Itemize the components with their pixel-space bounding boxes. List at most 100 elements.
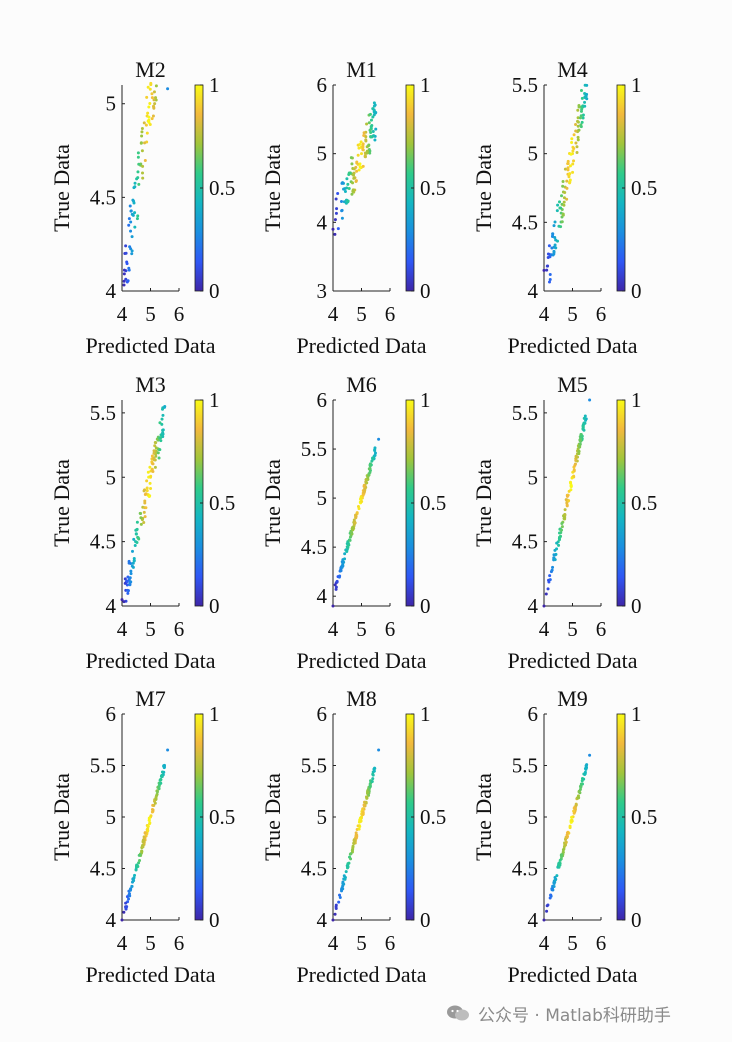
data-point xyxy=(340,209,344,213)
data-point xyxy=(141,838,145,842)
data-point xyxy=(355,169,359,173)
data-point xyxy=(573,463,577,467)
data-point xyxy=(583,96,587,100)
colorbar-tick-label: 0.5 xyxy=(209,176,235,200)
data-point xyxy=(557,224,561,228)
data-point xyxy=(579,125,583,129)
data-point xyxy=(372,104,376,108)
data-point xyxy=(561,184,565,188)
data-point xyxy=(572,133,576,137)
data-point xyxy=(350,192,354,196)
data-point xyxy=(133,181,137,185)
data-point xyxy=(560,853,564,857)
y-axis-label: True Data xyxy=(49,773,74,861)
data-point xyxy=(365,151,369,155)
data-point xyxy=(139,141,143,145)
data-point xyxy=(576,124,580,128)
y-axis-label: True Data xyxy=(49,144,74,232)
data-point xyxy=(122,283,126,287)
watermark-text: 公众号 · Matlab科研助手 xyxy=(478,1005,671,1026)
data-point xyxy=(367,121,371,125)
data-point xyxy=(557,543,561,547)
data-point xyxy=(129,572,133,576)
data-point xyxy=(354,831,358,835)
colorbar-tick-label: 0.5 xyxy=(420,176,446,200)
x-tick-label: 4 xyxy=(328,302,339,326)
data-point xyxy=(346,545,350,549)
data-point xyxy=(362,133,366,137)
data-point xyxy=(356,504,360,508)
colorbar-tick-label: 0 xyxy=(631,279,642,303)
data-point xyxy=(542,918,546,922)
data-point xyxy=(146,111,150,115)
data-point xyxy=(542,268,546,272)
data-point xyxy=(567,489,571,493)
x-tick-label: 4 xyxy=(539,617,550,641)
x-tick-label: 4 xyxy=(539,302,550,326)
data-point xyxy=(371,772,375,776)
data-point xyxy=(577,449,581,453)
data-point xyxy=(557,861,561,865)
x-tick-label: 6 xyxy=(596,302,607,326)
data-point xyxy=(135,527,139,531)
data-point xyxy=(561,848,565,852)
data-point xyxy=(570,819,574,823)
data-point xyxy=(368,470,372,474)
data-point xyxy=(578,787,582,791)
x-tick-label: 4 xyxy=(117,302,128,326)
data-point xyxy=(152,803,156,807)
data-point xyxy=(574,141,578,145)
data-point xyxy=(142,835,146,839)
colorbar-tick-label: 1 xyxy=(209,702,220,726)
data-point xyxy=(362,803,366,807)
data-point xyxy=(377,437,381,441)
data-point xyxy=(568,178,572,182)
y-tick-label: 5 xyxy=(528,805,539,829)
y-tick-label: 5.5 xyxy=(90,754,116,778)
data-point xyxy=(363,155,367,159)
x-tick-label: 5 xyxy=(567,931,578,955)
data-point xyxy=(123,581,127,585)
data-point xyxy=(146,824,150,828)
data-point xyxy=(136,214,140,218)
data-point xyxy=(145,95,149,99)
x-tick-label: 5 xyxy=(356,617,367,641)
x-tick-label: 5 xyxy=(145,931,156,955)
data-point xyxy=(582,428,586,432)
data-point xyxy=(133,225,137,229)
data-point xyxy=(359,819,363,823)
data-point xyxy=(152,456,156,460)
y-tick-label: 5 xyxy=(106,92,117,116)
data-point xyxy=(129,229,133,233)
data-point xyxy=(154,84,158,88)
data-point xyxy=(544,592,548,596)
data-point xyxy=(140,149,144,153)
data-point xyxy=(365,796,369,800)
data-point xyxy=(550,888,554,892)
data-point xyxy=(568,181,572,185)
data-point xyxy=(331,227,335,231)
data-point xyxy=(578,442,582,446)
y-tick-label: 5 xyxy=(317,142,328,166)
x-tick-label: 4 xyxy=(117,931,128,955)
colorbar-tick-label: 1 xyxy=(209,73,220,97)
data-point xyxy=(148,102,152,106)
data-point xyxy=(560,521,564,525)
colorbar-tick-label: 0.5 xyxy=(631,176,657,200)
data-point xyxy=(128,576,132,580)
data-point xyxy=(362,131,366,135)
data-point xyxy=(150,454,154,458)
data-point xyxy=(367,793,371,797)
data-point xyxy=(142,489,146,493)
data-point xyxy=(370,780,374,784)
watermark: 公众号 · Matlab科研助手 xyxy=(446,1000,671,1026)
x-tick-label: 5 xyxy=(145,617,156,641)
data-point xyxy=(366,476,370,480)
data-point xyxy=(542,604,546,608)
data-point xyxy=(154,98,158,102)
data-point xyxy=(348,538,352,542)
data-point xyxy=(360,152,363,156)
data-point xyxy=(373,767,377,771)
data-point xyxy=(574,803,578,807)
